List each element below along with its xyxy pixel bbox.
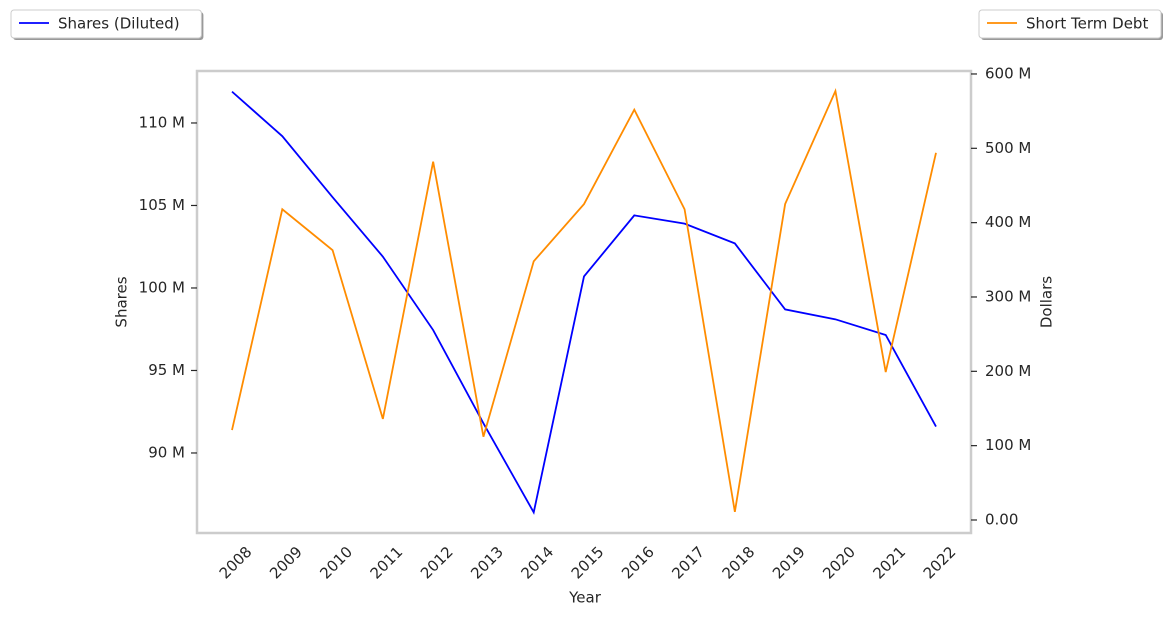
x-tick-label: 2011 <box>367 543 407 583</box>
y2-tick-label: 300 M <box>985 287 1031 305</box>
y2-tick-label: 600 M <box>985 64 1031 82</box>
legend-box <box>978 9 1162 39</box>
y2-tick-label: 400 M <box>985 213 1031 231</box>
y2-tick-label: 500 M <box>985 139 1031 157</box>
legend-label: Shares (Diluted) <box>58 15 180 33</box>
x-tick-label: 2022 <box>920 543 960 583</box>
x-tick-label: 2012 <box>417 543 457 583</box>
x-tick-label: 2020 <box>819 543 859 583</box>
x-tick-label: 2016 <box>618 543 658 583</box>
x-tick-label: 2014 <box>517 543 557 583</box>
legend: Shares (Diluted) <box>10 9 204 40</box>
y-tick-label: 100 M <box>139 278 185 296</box>
series-line <box>231 90 937 515</box>
x-tick-label: 2013 <box>467 543 507 583</box>
x-axis-label: Year <box>568 589 602 607</box>
x-tick-label: 2009 <box>266 543 306 583</box>
x-tick-label: 2018 <box>719 543 759 583</box>
x-tick-label: 2017 <box>668 543 708 583</box>
x-tick-label: 2010 <box>316 543 356 583</box>
y2-axis-label: Dollars <box>1038 276 1056 328</box>
y-tick-label: 90 M <box>148 443 185 461</box>
plot-frame <box>195 69 973 535</box>
x-tick-label: 2019 <box>769 543 809 583</box>
y-tick-label: 95 M <box>148 361 185 379</box>
y2-tick-label: 100 M <box>985 436 1031 454</box>
x-tick-label: 2021 <box>869 543 909 583</box>
x-tick-label: 2015 <box>568 543 608 583</box>
x-tick-label: 2008 <box>216 543 256 583</box>
legend-label: Short Term Debt <box>1026 15 1148 33</box>
y2-tick-label: 200 M <box>985 362 1031 380</box>
y-tick-label: 110 M <box>139 113 185 131</box>
y-tick-label: 105 M <box>139 196 185 214</box>
legend: Short Term Debt <box>978 9 1163 40</box>
series-line <box>231 88 937 512</box>
legend-box <box>10 9 202 39</box>
y-axis-label: Shares <box>113 276 131 327</box>
y2-tick-label: 0.00 <box>985 510 1018 528</box>
